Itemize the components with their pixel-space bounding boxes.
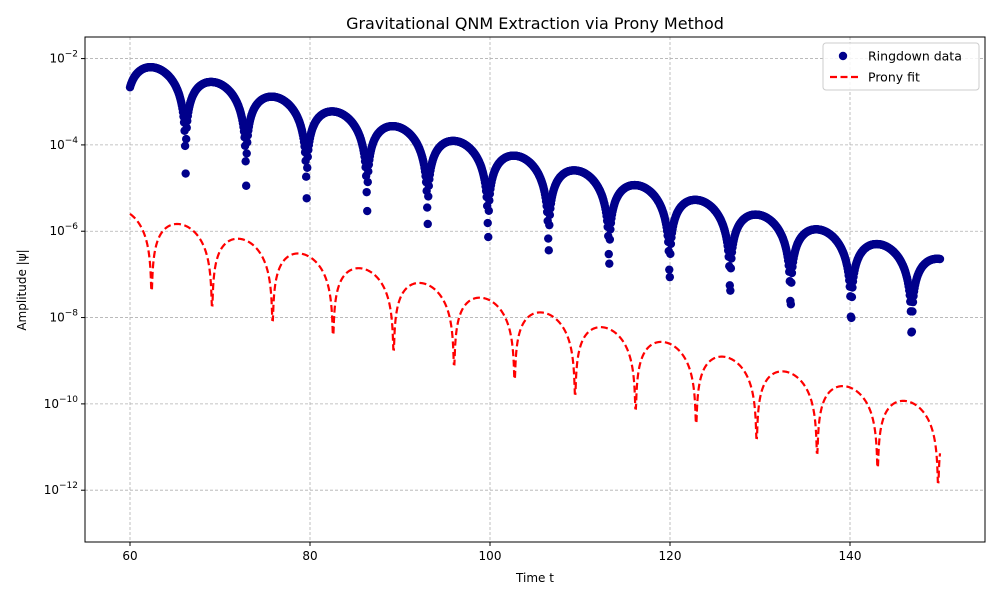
data-point [545,220,554,230]
data-point [847,313,856,323]
data-point [241,181,251,190]
data-point [544,246,553,255]
x-tick-label: 100 [479,549,502,563]
data-point [363,177,372,187]
legend-label-prony-fit: Prony fit [868,70,920,85]
data-point [484,206,493,215]
x-axis-ticks: 60 80 100 120 140 [122,542,861,563]
y-tick-label: 10−2 [49,50,78,66]
data-point [604,249,613,259]
data-point [605,259,614,268]
chart-title: Gravitational QNM Extraction via Prony M… [346,14,724,33]
data-point [727,254,736,263]
data-point [303,163,312,172]
data-point [181,169,190,178]
data-point [302,194,311,203]
data-point [485,196,494,205]
data-point [908,307,917,316]
y-axis-label: Amplitude |ψ| [15,249,29,330]
x-tick-label: 120 [659,549,682,563]
y-tick-label: 10−4 [49,136,78,152]
data-point [545,210,555,220]
data-point [935,254,945,264]
data-point [908,297,918,307]
data-point [424,192,433,201]
y-tick-label: 10−8 [49,309,78,325]
data-point [484,232,493,242]
data-point [423,203,432,212]
data-point [726,264,736,273]
data-point [303,152,312,161]
data-point [665,272,675,282]
ringdown-data-series [125,63,945,337]
legend-label-ringdown-data: Ringdown data [868,49,962,64]
data-point [180,141,190,151]
data-point [787,278,796,287]
prony-fit-line [129,213,942,484]
data-point [848,283,857,292]
data-point [544,234,553,243]
x-tick-label: 140 [839,549,862,563]
legend: Ringdown data Prony fit [822,42,980,91]
y-tick-label: 10−6 [49,222,78,238]
y-tick-label: 10−12 [44,481,78,497]
legend-box [822,42,980,91]
y-tick-label: 10−10 [44,395,79,411]
data-point [364,167,373,176]
data-point [363,206,372,216]
data-point [241,157,250,166]
data-point [362,187,371,197]
plot-frame [84,36,986,543]
data-point [242,149,251,158]
data-point [243,138,252,147]
x-tick-label: 80 [302,549,317,563]
data-point [666,249,675,259]
prony-fit-series [129,213,942,484]
data-point [665,265,674,274]
data-point [787,268,797,278]
y-axis-ticks: 10−2 10−4 10−6 10−8 10−10 10−12 [44,50,85,497]
x-axis-label: Time t [515,571,554,585]
data-point [786,300,796,309]
x-tick-label: 60 [122,549,137,563]
data-point [847,292,857,302]
data-point [726,286,735,295]
data-point [424,181,434,191]
data-point [423,219,432,229]
data-point [666,239,676,249]
data-point [182,134,191,144]
data-point [606,225,615,234]
data-point [483,218,492,228]
data-point [605,235,615,244]
data-point [182,123,191,132]
data-point [907,327,917,336]
legend-marker-ringdown-data [838,51,848,61]
data-point [301,172,311,181]
